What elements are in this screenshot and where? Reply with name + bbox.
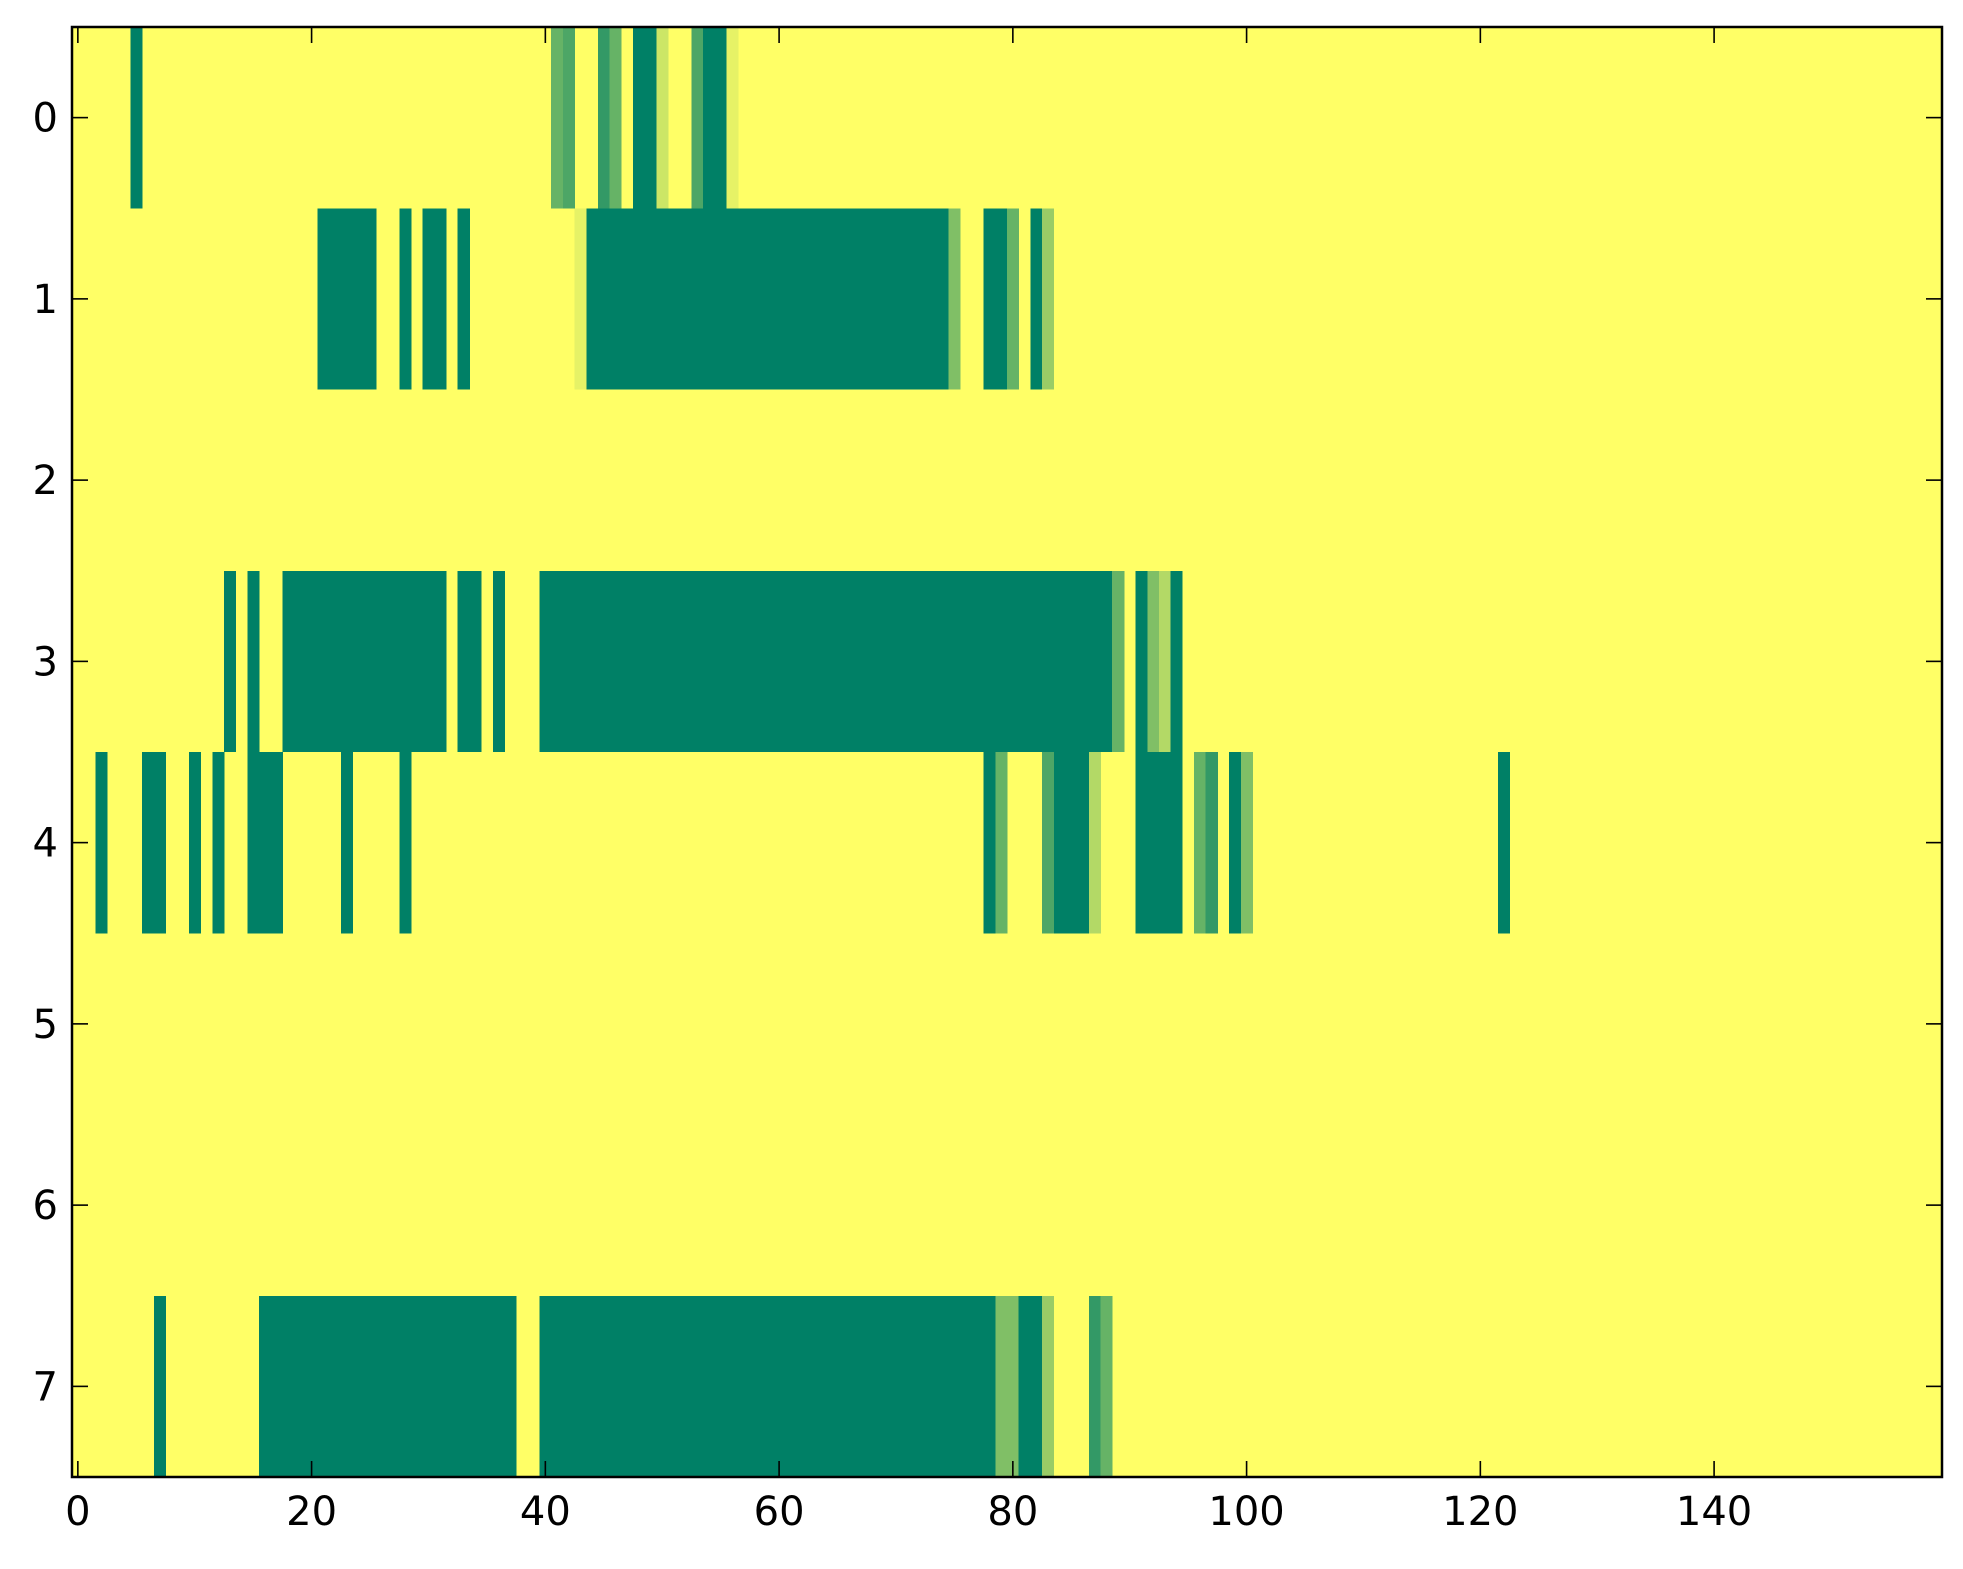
heatmap-cell	[1007, 208, 1020, 390]
plot-area	[72, 27, 1942, 1477]
heatmap-cell	[1194, 752, 1207, 934]
heatmap-cell	[1158, 570, 1172, 752]
heatmap-cell	[1042, 752, 1055, 934]
y-tick-label: 3	[33, 639, 58, 685]
heatmap-cell	[983, 752, 996, 934]
y-tick-label: 6	[33, 1183, 58, 1229]
x-tick-label: 40	[520, 1489, 571, 1535]
heatmap-cell	[422, 208, 447, 390]
x-tick-label: 100	[1208, 1489, 1284, 1535]
axes-border	[70, 25, 1944, 1479]
x-tick-label: 140	[1676, 1489, 1752, 1535]
heatmap-cell	[1135, 570, 1148, 752]
heatmap-cell	[1088, 752, 1101, 934]
x-tick-label: 120	[1442, 1489, 1518, 1535]
heatmap-cell	[633, 27, 657, 209]
heatmap-cell	[574, 208, 587, 390]
heatmap-cell	[340, 752, 353, 934]
heatmap-cell	[948, 208, 961, 390]
heatmap-cell	[656, 27, 669, 209]
heatmap-cell	[1100, 1295, 1113, 1477]
x-tick-label: 0	[65, 1489, 90, 1535]
heatmap-cell	[1030, 208, 1043, 390]
heatmap-cell	[1053, 752, 1090, 934]
y-axis: 0 1 2 3 4 5 6 7	[33, 96, 1942, 1410]
heatmap-cell	[457, 570, 482, 752]
heatmap-cell	[247, 570, 260, 752]
heatmap-cell	[247, 752, 283, 934]
heatmap-cell	[551, 27, 564, 209]
heatmap-cell	[1205, 752, 1218, 934]
heatmap-cell	[223, 570, 237, 752]
heatmap-cell	[703, 27, 727, 209]
y-tick-label: 0	[33, 96, 58, 142]
heatmap-cell	[259, 1295, 517, 1477]
heatmap-cell	[457, 208, 470, 390]
heatmap-cell	[317, 208, 377, 390]
heatmap-cell	[1170, 570, 1183, 752]
heatmap-cell	[1088, 1295, 1101, 1477]
y-tick-label: 1	[33, 277, 58, 323]
heatmap-cell	[399, 752, 412, 934]
y-tick-label: 5	[33, 1002, 58, 1048]
heatmap-cell	[492, 570, 505, 752]
heatmap-cell	[1112, 570, 1125, 752]
heatmap-cell	[609, 27, 622, 209]
heatmap-cell	[1018, 1295, 1043, 1477]
heatmap-cell	[586, 208, 949, 390]
heatmap-cell	[726, 27, 739, 209]
y-tick-label: 7	[33, 1364, 58, 1410]
axes-frame	[70, 25, 1944, 1479]
heatmap-cell	[1042, 1295, 1055, 1477]
heatmap-cell	[153, 1295, 166, 1477]
heatmap-cell	[1229, 752, 1242, 934]
heatmap-cell	[1497, 752, 1510, 934]
y-tick-label: 2	[33, 458, 58, 504]
heatmap-cell	[1240, 752, 1253, 934]
heatmap-cell	[995, 752, 1008, 934]
x-axis: 0 20 40 60 80 100 120 140	[65, 27, 1752, 1535]
heatmap-cell	[142, 752, 166, 934]
heatmap-cell	[597, 27, 611, 209]
heatmap-cell	[539, 570, 1113, 752]
heatmap-cell	[539, 1295, 996, 1477]
heatmap-cell	[1042, 208, 1055, 390]
heatmap-cell	[282, 570, 447, 752]
x-tick-label: 60	[754, 1489, 805, 1535]
heatmap-cell	[95, 752, 108, 934]
heatmap-cell	[983, 208, 1008, 390]
x-tick-label: 80	[987, 1489, 1038, 1535]
heatmap-cell	[399, 208, 412, 390]
heatmap-cell	[1135, 752, 1183, 934]
heatmap-cell	[188, 752, 201, 934]
y-tick-label: 4	[33, 821, 58, 867]
heatmap-cell	[995, 1295, 1020, 1477]
heatmap-cell	[691, 27, 704, 209]
heatmap-cell	[562, 27, 575, 209]
x-tick-label: 20	[286, 1489, 337, 1535]
heatmap-cell	[212, 752, 225, 934]
heatmap-cell	[130, 27, 143, 209]
heatmap-cell	[1147, 570, 1160, 752]
